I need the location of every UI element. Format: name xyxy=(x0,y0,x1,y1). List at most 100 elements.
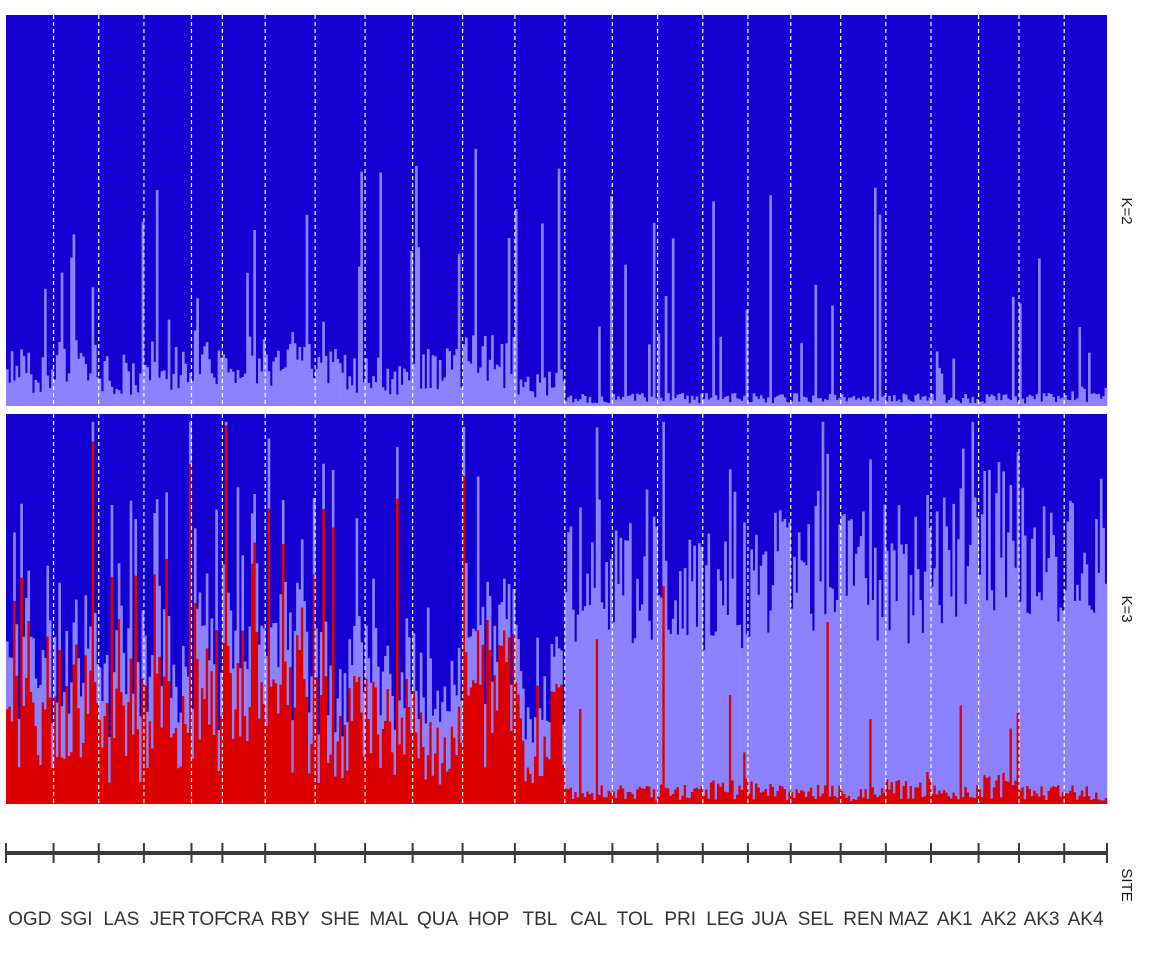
k3-bar-light-pri xyxy=(662,421,665,586)
k2-bar-qua xyxy=(436,389,440,406)
k2-bar-ren xyxy=(857,397,860,406)
k3-bar-red-ak2 xyxy=(997,775,1001,804)
k3-bar-light-rby xyxy=(293,630,297,708)
k3-bar-red-qua xyxy=(453,737,456,804)
k3-bar-light-pri xyxy=(683,567,687,786)
k3-bar-light-cal xyxy=(576,614,580,798)
k3-bar-light-jer xyxy=(174,686,178,728)
k3-bar-red-jua xyxy=(785,799,789,804)
k3-bar-red-tbl xyxy=(522,740,525,804)
k3-bar-light-ren xyxy=(843,514,846,795)
k3-bar-light-ak1 xyxy=(938,605,941,791)
k3-bar-light-tbl xyxy=(533,717,537,757)
site-label-maz: MAZ xyxy=(888,909,929,930)
k3-bar-light-maz xyxy=(888,630,891,790)
k3-bar-red-ak3 xyxy=(1059,796,1063,804)
k3-bar-light-tof xyxy=(210,618,214,672)
k2-bar-leg xyxy=(745,309,749,406)
k3-bar-light-sgi xyxy=(96,664,100,704)
k3-bar-light-jer xyxy=(148,676,152,722)
k2-bar-maz xyxy=(916,393,920,406)
k2-bar-tbl xyxy=(545,395,549,406)
k3-bar-light-pri xyxy=(693,545,696,789)
k2-bar-las xyxy=(113,393,116,406)
k3-bar-red-ak2 xyxy=(980,797,984,804)
k3-bar-red-ren xyxy=(840,791,844,804)
k3-bar-red-qua xyxy=(457,706,461,804)
k3-bar-light-maz xyxy=(923,571,927,797)
k2-bar-sel xyxy=(816,398,820,406)
k2-bar-cra xyxy=(231,371,235,406)
k3-bar-light-mal xyxy=(388,673,392,722)
k3-bar-light-ak4 xyxy=(1078,600,1082,796)
k3-bar-light-jua xyxy=(769,610,773,785)
k3-bar-light-jua xyxy=(750,549,753,782)
k3-bar-red-tol xyxy=(629,792,632,804)
k2-bar-cal xyxy=(590,403,594,406)
k3-bar-light-tol xyxy=(643,556,646,789)
k3-bar-red-leg xyxy=(733,799,737,804)
k2-bar-jua xyxy=(769,195,773,406)
k3-bar-light-ak1 xyxy=(959,488,963,706)
k3-bar-red-ak4 xyxy=(1087,796,1091,804)
k3-bar-light-tol xyxy=(645,489,649,787)
k3-bar-light-ren xyxy=(881,617,884,789)
k2-bar-sel xyxy=(833,394,837,406)
k3-bar-light-ren xyxy=(859,536,863,790)
k3-bar-light-jer xyxy=(179,712,183,767)
k3-bar-red-rby xyxy=(279,684,283,804)
k2-bar-tbl xyxy=(557,168,561,406)
k3-bar-light-she xyxy=(319,631,323,696)
k3-bar-light-jua xyxy=(788,522,792,792)
k2-bar-tol xyxy=(631,393,635,406)
k3-bar-light-tof xyxy=(217,730,221,772)
facet-k2-background xyxy=(6,15,1107,406)
k3-bar-light-qua xyxy=(426,607,430,756)
k3-bar-light-ak4 xyxy=(1099,478,1103,801)
k2-bar-cra xyxy=(241,376,245,406)
k3-bar-red-cal xyxy=(571,799,575,804)
k2-bar-jer xyxy=(181,351,185,406)
k3-bar-light-sel xyxy=(812,630,815,797)
k3-bar-light-rby xyxy=(269,627,273,687)
k3-bar-light-ogd xyxy=(48,620,52,698)
k2-bar-ren xyxy=(854,399,858,406)
k3-bar-light-mal xyxy=(381,671,385,730)
k2-bar-ren xyxy=(859,399,863,406)
k3-bar-red-cra xyxy=(236,663,240,804)
k2-bar-jua xyxy=(757,398,761,406)
k3-bar-red-ren xyxy=(864,789,868,804)
k2-bar-ak3 xyxy=(1021,398,1025,406)
k3-bar-red-ogd xyxy=(48,697,52,804)
k2-bar-pri xyxy=(688,403,692,406)
k3-bar-light-ren xyxy=(850,519,853,801)
k3-bar-red-tof xyxy=(208,724,211,804)
k2-bar-cal xyxy=(602,401,606,406)
k2-bar-jer xyxy=(174,347,178,406)
k2-bar-hop xyxy=(500,344,504,406)
k2-bar-jer xyxy=(189,373,192,406)
k3-bar-light-mal xyxy=(393,729,397,775)
k3-bar-red-leg xyxy=(709,782,713,804)
k3-bar-red-las xyxy=(98,720,102,804)
k2-bar-las xyxy=(139,373,142,406)
k2-bar-tbl xyxy=(550,387,554,406)
k2-bar-maz xyxy=(914,395,918,406)
k3-bar-red-leg xyxy=(731,780,734,804)
k3-bar-light-qua xyxy=(422,697,425,748)
k3-bar-light-sgi xyxy=(82,682,85,744)
k3-bar-light-mal xyxy=(386,645,390,690)
k3-bar-red-cal xyxy=(574,792,578,804)
k2-bar-hop xyxy=(467,361,471,406)
k2-bar-ak4 xyxy=(1097,393,1101,406)
site-label-sel: SEL xyxy=(798,909,834,930)
k3-bar-light-tol xyxy=(648,620,651,787)
k2-bar-hop xyxy=(472,335,475,406)
k3-bar-light-qua xyxy=(419,652,423,713)
k2-bar-ak1 xyxy=(945,402,948,406)
k3-bar-red-ak4 xyxy=(1095,792,1098,804)
k2-bar-sgi xyxy=(77,358,81,406)
k3-bar-light-cal xyxy=(574,641,578,793)
k3-bar-red-ak4 xyxy=(1066,793,1070,804)
k3-bar-light-cra xyxy=(222,564,226,644)
